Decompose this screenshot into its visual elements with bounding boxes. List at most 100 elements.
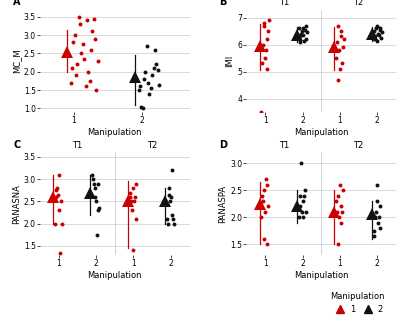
Text: C: C: [13, 140, 20, 150]
Y-axis label: PANASNA: PANASNA: [12, 184, 21, 223]
Point: [264, 66, 270, 71]
Point: [371, 228, 378, 233]
Point: [80, 42, 86, 47]
Point: [296, 34, 303, 39]
Point: [170, 217, 176, 222]
Point: [375, 31, 381, 36]
Point: [376, 215, 382, 220]
Point: [81, 56, 87, 61]
X-axis label: Manipulation: Manipulation: [88, 128, 142, 137]
Point: [262, 55, 268, 61]
Text: D: D: [220, 140, 228, 150]
Point: [150, 66, 157, 71]
Point: [132, 217, 139, 222]
Point: [141, 76, 147, 81]
Point: [138, 104, 144, 109]
Point: [296, 26, 302, 31]
Point: [340, 37, 347, 42]
Point: [156, 82, 162, 87]
Point: [164, 217, 170, 222]
Point: [338, 204, 345, 209]
Point: [92, 36, 98, 41]
Point: [333, 198, 339, 204]
Point: [259, 193, 265, 198]
Point: [261, 21, 268, 26]
Point: [58, 199, 64, 204]
Point: [169, 212, 176, 217]
Point: [296, 215, 302, 220]
Text: T1: T1: [279, 141, 289, 150]
Text: A: A: [13, 0, 20, 8]
Point: [301, 193, 307, 198]
Point: [260, 198, 266, 204]
Point: [264, 182, 270, 187]
Point: [154, 68, 161, 73]
Point: [149, 73, 155, 78]
Point: [93, 87, 100, 93]
Point: [302, 209, 309, 214]
Point: [266, 18, 272, 23]
Point: [56, 172, 63, 177]
X-axis label: Manipulation: Manipulation: [294, 128, 348, 137]
Point: [91, 181, 97, 186]
Point: [338, 220, 344, 225]
Point: [378, 35, 384, 40]
Point: [133, 181, 140, 186]
Point: [373, 23, 380, 28]
Point: [84, 18, 90, 23]
Point: [70, 40, 76, 45]
Text: T2: T2: [354, 0, 364, 7]
Point: [165, 221, 171, 226]
Point: [82, 84, 89, 89]
Point: [304, 30, 310, 35]
Point: [262, 209, 268, 214]
Point: [376, 225, 383, 230]
Y-axis label: IMI: IMI: [226, 55, 235, 67]
Point: [55, 192, 61, 197]
Point: [137, 84, 143, 89]
Point: [374, 198, 380, 204]
Point: [370, 234, 377, 239]
Point: [129, 208, 135, 213]
Point: [299, 198, 306, 204]
Text: T2: T2: [354, 141, 364, 150]
Point: [375, 220, 381, 225]
Point: [340, 188, 346, 193]
Point: [76, 14, 82, 19]
Point: [334, 39, 340, 44]
Point: [300, 215, 306, 220]
Point: [334, 209, 340, 214]
Point: [166, 185, 172, 191]
Point: [376, 27, 383, 32]
Point: [297, 193, 304, 198]
Point: [337, 66, 343, 71]
Point: [69, 66, 75, 71]
Point: [258, 215, 264, 220]
Point: [372, 34, 378, 39]
Point: [338, 29, 345, 34]
Point: [74, 62, 80, 67]
Point: [94, 58, 101, 63]
Point: [260, 42, 266, 47]
Text: T2: T2: [147, 141, 157, 150]
Point: [264, 242, 270, 247]
Point: [90, 177, 96, 182]
Text: T1: T1: [279, 0, 289, 7]
Point: [73, 73, 79, 78]
Point: [300, 33, 306, 38]
Point: [94, 232, 100, 237]
Point: [127, 190, 134, 195]
Point: [377, 204, 384, 209]
Point: [132, 194, 138, 199]
Point: [265, 29, 271, 34]
Point: [90, 16, 97, 21]
Point: [56, 208, 62, 213]
Point: [89, 29, 96, 34]
Point: [58, 221, 65, 226]
Point: [96, 205, 102, 210]
Point: [168, 194, 174, 199]
Point: [297, 39, 304, 44]
Point: [85, 69, 92, 74]
Point: [336, 48, 342, 53]
Point: [166, 192, 172, 197]
